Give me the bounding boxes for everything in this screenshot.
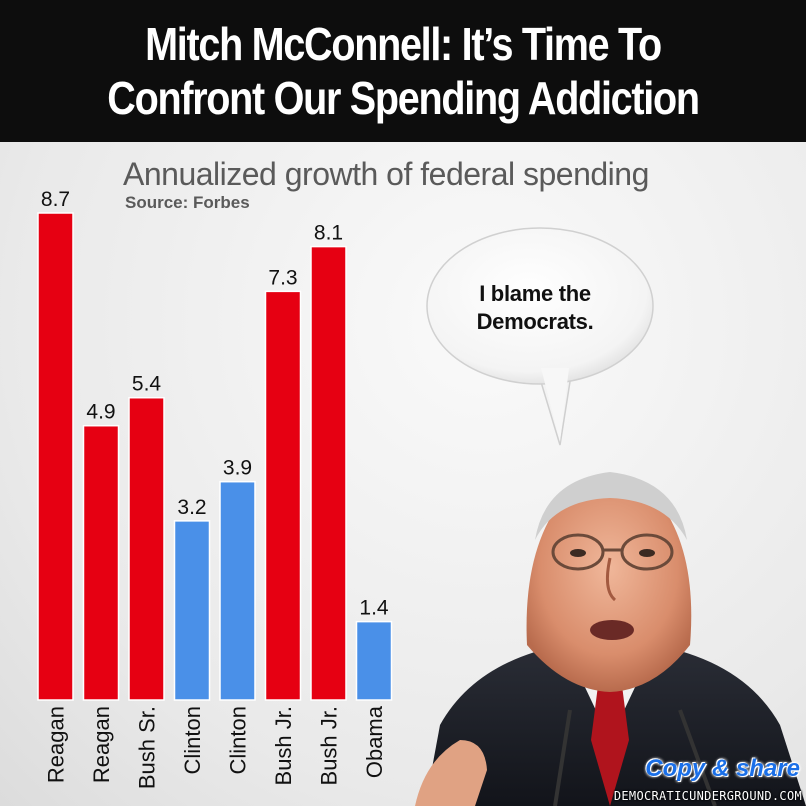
category-label-6: Bush Jr. (271, 706, 296, 785)
bar-value-label-3: 5.4 (132, 373, 162, 396)
chart-source: Source: Forbes (125, 193, 250, 212)
copy-share-badge: Copy & share (645, 755, 800, 782)
category-label-8: Obama (362, 705, 387, 778)
speech-bubble-text: I blame the Democrats. (476, 281, 594, 334)
bar-7 (310, 245, 347, 701)
watermark: DEMOCRATICUNDERGROUND.COM (613, 789, 802, 803)
bar-value-label-6: 7.3 (268, 266, 297, 289)
speech-bubble (426, 227, 654, 446)
bar-1 (37, 212, 74, 701)
bar-value-label-7: 8.1 (314, 222, 343, 245)
bar-value-label-2: 4.9 (86, 401, 115, 424)
bar-2 (82, 424, 120, 701)
category-label-2: Reagan (89, 706, 114, 783)
bar-5 (219, 480, 256, 701)
headline-line-1: Mitch McConnell: It’s Time To (145, 18, 662, 70)
bar-3 (128, 396, 165, 701)
bar-8 (355, 620, 393, 701)
category-label-1: Reagan (44, 706, 69, 783)
category-label-3: Bush Sr. (135, 706, 160, 789)
speaker-photo (415, 472, 806, 806)
bar-4 (173, 520, 211, 701)
category-label-5: Clinton (226, 706, 251, 774)
bar-value-label-4: 3.2 (177, 496, 206, 519)
category-label-7: Bush Jr. (317, 706, 342, 785)
bar-value-label-8: 1.4 (359, 597, 389, 620)
chart-title: Annualized growth of federal spending (123, 156, 649, 192)
headline-banner: Mitch McConnell: It’s Time To Confront O… (0, 0, 806, 142)
bar-value-label-1: 8.7 (41, 188, 70, 211)
category-label-4: Clinton (180, 706, 205, 774)
bar-6 (264, 290, 302, 701)
headline-line-2: Confront Our Spending Addiction (107, 72, 700, 124)
bar-value-label-5: 3.9 (223, 457, 252, 480)
